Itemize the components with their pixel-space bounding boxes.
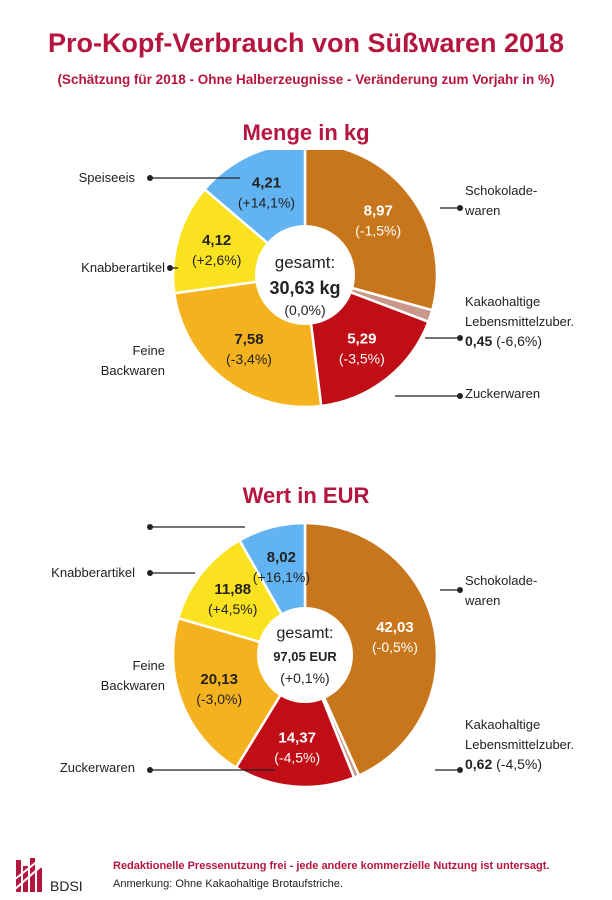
- center-total-label: 97,05 EUR: [273, 649, 337, 664]
- chart-subtitle: (Schätzung für 2018 - Ohne Halberzeugnis…: [57, 72, 555, 87]
- category-label-text: Speiseeis: [79, 170, 136, 185]
- center-total-label: (0,0%): [284, 302, 325, 318]
- bdsi-logo-text: BDSI: [50, 878, 83, 894]
- leader-dot: [457, 767, 463, 773]
- slice-value-label: 8,97: [364, 202, 393, 219]
- donut-hole: [257, 607, 353, 703]
- category-label-text: Zuckerwaren: [60, 760, 135, 775]
- slice-value-label: 5,29: [347, 330, 376, 347]
- category-label-text: waren: [464, 203, 500, 218]
- bdsi-logo: BDSI: [13, 855, 83, 899]
- category-label-text: Lebensmittelzuber.: [465, 737, 574, 752]
- center-total-label: 30,63 kg: [269, 278, 340, 298]
- category-label-text: Feine: [132, 658, 165, 673]
- category-label: Feine Backwaren: [101, 343, 165, 378]
- category-label: Schokolade-waren: [464, 573, 537, 608]
- leader-dot: [147, 570, 153, 576]
- slice-value-label: 4,12: [202, 232, 231, 249]
- category-label: Knabberartikel: [81, 260, 165, 275]
- slice-change-label: (-4,5%): [274, 750, 320, 766]
- slice-change-label: (-3,0%): [196, 691, 242, 707]
- slice-change-label: (-0,5%): [372, 639, 418, 655]
- leader-dot: [167, 265, 173, 271]
- pie-slice: [234, 652, 356, 789]
- pie-slice: [303, 521, 439, 778]
- center-total-label: (+0,1%): [280, 670, 329, 686]
- slice-change-label: (-3,4%): [226, 351, 272, 367]
- category-label: Kakaohaltige Lebensmittelzuber. 0,45 (-6,6…: [465, 294, 574, 349]
- slice-value-label: 4,21: [252, 174, 281, 191]
- category-label-text: Feine: [132, 343, 165, 358]
- slice-change-label: (-3,5%): [339, 350, 385, 366]
- slice-change-label: (+16,1%): [253, 569, 310, 585]
- slice-change-label: (+4,5%): [208, 601, 257, 617]
- category-label-text: Knabberartikel: [51, 565, 135, 580]
- category-label-text: Zuckerwaren: [465, 386, 540, 401]
- category-label-text: Kakaohaltige: [465, 717, 540, 732]
- leader-dot: [147, 175, 153, 181]
- center-total-label: gesamt:: [275, 253, 335, 272]
- category-label-text: Schokolade-: [465, 183, 537, 198]
- slice-change-label: (+14,1%): [238, 194, 295, 210]
- category-label-text: Backwaren: [101, 363, 165, 378]
- leader-dot: [457, 205, 463, 211]
- slice-value-label: 8,02: [267, 549, 296, 566]
- leader-dot: [147, 524, 153, 530]
- leader-dot: [457, 335, 463, 341]
- category-label: Zuckerwaren: [60, 760, 135, 775]
- footer-note: Anmerkung: Ohne Kakaohaltige Brotaufstri…: [113, 878, 343, 890]
- pie-title-menge: Menge in kg: [242, 120, 370, 145]
- category-label: Schokolade-waren: [464, 183, 537, 218]
- category-label: Feine Backwaren: [101, 658, 165, 693]
- footer-notice: Redaktionelle Pressenutzung frei - jede …: [113, 860, 550, 872]
- slice-value-label: 20,13: [200, 671, 238, 688]
- category-label: Knabberartikel: [51, 565, 135, 580]
- category-label: Speiseeis: [79, 170, 136, 185]
- chart-title: Pro-Kopf-Verbrauch von Süßwaren 2018: [47, 28, 565, 58]
- category-label-text: waren: [464, 593, 500, 608]
- category-label-text: Lebensmittelzuber.: [465, 314, 574, 329]
- pie-title-wert: Wert in EUR: [242, 483, 370, 508]
- donut-hole: [255, 225, 355, 325]
- leader-dot: [147, 767, 153, 773]
- category-label: Zuckerwaren: [465, 386, 540, 401]
- slice-change-label: (-1,5%): [355, 222, 401, 238]
- bdsi-logo-icon: [13, 855, 49, 894]
- category-label-text: Schokolade-: [465, 573, 537, 588]
- slice-value-label: 7,58: [234, 331, 263, 348]
- category-label-text: Knabberartikel: [81, 260, 165, 275]
- slice-value-label: 14,37: [278, 730, 316, 747]
- slice-value-label: 11,88: [214, 581, 251, 598]
- category-label-text: Kakaohaltige: [465, 294, 540, 309]
- pie-chart-wert: 42,03 (-0,5%) Schokolade-waren Kakaohaltige…: [51, 521, 574, 789]
- category-value-label: 0,45 (-6,6%): [465, 333, 542, 349]
- slice-change-label: (+2,6%): [192, 252, 241, 268]
- pie-chart-menge: 8,97 (-1,5%) Schokolade-waren Kakaohaltige L…: [79, 150, 574, 409]
- center-total-label: gesamt:: [277, 625, 334, 642]
- category-value-label: 0,62 (-4,5%): [465, 756, 542, 772]
- category-label: Kakaohaltige Lebensmittelzuber. 0,62 (-4,5…: [465, 717, 574, 772]
- category-label-text: Backwaren: [101, 678, 165, 693]
- leader-dot: [457, 587, 463, 593]
- slice-value-label: 42,03: [376, 619, 414, 636]
- leader-dot: [457, 393, 463, 399]
